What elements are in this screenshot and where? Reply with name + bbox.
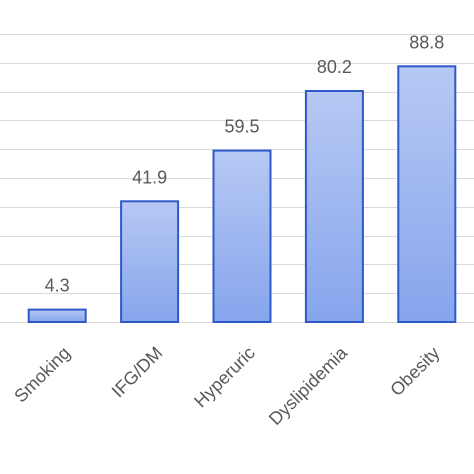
data-label: 59.5 — [224, 117, 259, 137]
category-label: Smoking — [10, 343, 74, 407]
bar-hyperuric — [212, 149, 272, 323]
category-labels: Smoking IFG/DM Hyperuric Dyslipidemia Obesit… — [10, 342, 443, 429]
category-label: IFG/DM — [108, 343, 167, 402]
data-labels: 4.3 41.9 59.5 80.2 88.8 — [45, 32, 445, 295]
bar-dyslipidemia — [304, 90, 364, 323]
bars — [27, 65, 457, 324]
category-label: Hyperuric — [190, 343, 259, 412]
bar-ifg-dm — [120, 200, 180, 323]
data-label: 41.9 — [132, 167, 167, 187]
bar-smoking — [27, 308, 87, 324]
category-label: Dyslipidemia — [265, 342, 352, 429]
bar-obesity — [397, 65, 457, 323]
data-label: 80.2 — [317, 57, 352, 77]
category-label: Obesity — [386, 343, 443, 400]
data-label: 4.3 — [45, 276, 70, 296]
data-label: 88.8 — [409, 32, 444, 52]
